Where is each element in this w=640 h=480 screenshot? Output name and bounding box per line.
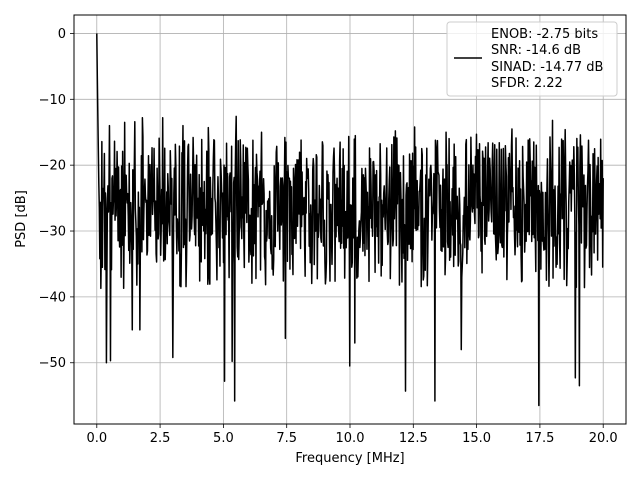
x-tick-label: 17.5 <box>525 431 554 446</box>
y-tick-label: 0 <box>58 27 66 42</box>
x-tick-label: 12.5 <box>399 431 428 446</box>
y-tick-label: −50 <box>39 356 66 371</box>
x-ticks: 0.0 2.5 5.0 7.5 10.0 12.5 15.0 17.5 20.0 <box>86 424 618 446</box>
legend: ENOB: -2.75 bits SNR: -14.6 dB SINAD: -1… <box>446 21 618 97</box>
psd-trace-line <box>96 33 604 407</box>
x-tick-label: 5.0 <box>213 431 234 446</box>
y-tick-label: −10 <box>39 93 66 108</box>
legend-sinad: SINAD: -14.77 dB <box>491 60 603 75</box>
y-tick-label: −40 <box>39 290 66 305</box>
y-axis-label: PSD [dB] <box>14 190 29 248</box>
y-tick-label: −20 <box>39 159 66 174</box>
x-tick-label: 15.0 <box>462 431 491 446</box>
legend-enob: ENOB: -2.75 bits <box>491 27 598 42</box>
x-axis-label: Frequency [MHz] <box>295 451 404 466</box>
psd-series <box>96 33 604 407</box>
y-ticks: 0 −10 −20 −30 −40 −50 <box>39 27 74 371</box>
x-tick-label: 0.0 <box>86 431 107 446</box>
y-tick-label: −30 <box>39 225 66 240</box>
x-tick-label: 20.0 <box>589 431 618 446</box>
x-tick-label: 2.5 <box>150 431 171 446</box>
x-tick-label: 7.5 <box>276 431 297 446</box>
x-tick-label: 10.0 <box>336 431 365 446</box>
legend-box <box>446 21 618 97</box>
legend-sfdr: SFDR: 2.22 <box>491 76 563 91</box>
legend-snr: SNR: -14.6 dB <box>491 43 581 58</box>
